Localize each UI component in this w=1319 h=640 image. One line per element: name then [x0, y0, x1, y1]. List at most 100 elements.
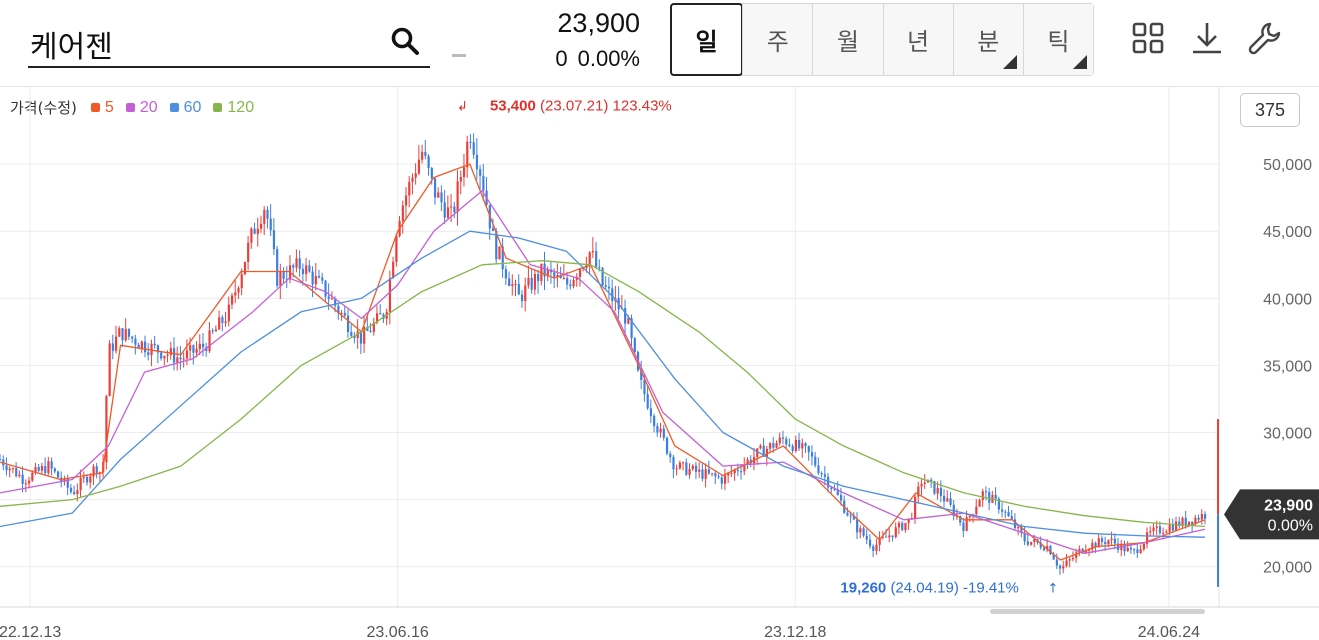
legend-item-ma60[interactable]: 60 [169, 99, 201, 117]
candle-body [1158, 526, 1162, 534]
search-field[interactable]: 케어젠 [28, 10, 430, 68]
candle-body [189, 345, 192, 351]
candle-body [817, 465, 820, 474]
candle-body [801, 443, 804, 449]
candle-body [682, 462, 685, 464]
candle-body [334, 298, 337, 306]
candle-body [1033, 539, 1036, 542]
candle-body [1142, 543, 1145, 550]
candle-body [595, 251, 598, 267]
candle-body [131, 336, 134, 339]
candle-body [1165, 531, 1168, 533]
x-tick-label: 22.12.13 [0, 624, 61, 640]
candle-body [50, 461, 53, 469]
candle-body [408, 181, 411, 196]
candle-body [791, 445, 794, 451]
candle-body [1168, 525, 1171, 532]
max-annotation: 53,400 (23.07.21) 123.43% [490, 97, 672, 114]
candle-body [859, 528, 862, 533]
candle-body [147, 352, 150, 356]
candle-body [1126, 547, 1129, 552]
candle-body [27, 480, 31, 484]
legend-item-ma5[interactable]: 5 [90, 99, 114, 117]
annotation-value: 53,400 [490, 97, 540, 114]
candle-body [450, 206, 453, 208]
candle-body [230, 295, 234, 305]
legend-item-ma120[interactable]: 120 [213, 99, 254, 117]
candle-body [785, 438, 788, 445]
y-tick-label: 35,000 [1263, 358, 1312, 375]
candle-body [134, 338, 137, 345]
candle-body [707, 469, 711, 474]
candle-body [649, 408, 653, 416]
candle-body [366, 327, 369, 331]
period-tab-1[interactable]: 주 [742, 4, 813, 75]
candle-body [214, 329, 218, 332]
wrench-icon[interactable] [1247, 20, 1283, 56]
candle-body [8, 468, 11, 471]
period-tab-0[interactable]: 일 [670, 3, 744, 76]
candle-body [343, 312, 346, 316]
candle-body [301, 268, 305, 275]
candle-body [211, 330, 214, 332]
search-input[interactable]: 케어젠 [30, 30, 113, 65]
candle-body [772, 443, 775, 448]
candle-body [1049, 546, 1052, 555]
candle-body [195, 348, 198, 353]
candle-body [63, 478, 66, 482]
candle-body [1107, 540, 1110, 545]
candle-body [353, 335, 356, 338]
period-tab-3[interactable]: 년 [882, 4, 953, 75]
candle-body [153, 343, 156, 346]
candle-body [530, 277, 533, 290]
candle-body [965, 517, 968, 531]
legend-item-ma20[interactable]: 20 [125, 99, 158, 117]
candle-body [359, 331, 363, 344]
candle-body [865, 535, 868, 540]
candle-body [1062, 565, 1065, 569]
candle-body [685, 462, 688, 475]
candle-body [363, 327, 366, 344]
candle-body [627, 318, 630, 324]
candle-body [543, 263, 546, 277]
period-tab-5[interactable]: 틱 [1022, 4, 1094, 75]
candle-body [659, 428, 662, 433]
candle-body [756, 448, 759, 457]
candle-body [37, 467, 40, 471]
download-icon[interactable] [1189, 20, 1225, 56]
min-annotation: 19,260 (24.04.19) -19.41% [840, 580, 1018, 597]
candle-body [988, 492, 991, 503]
candle-body [243, 261, 247, 275]
candle-body [1181, 517, 1184, 527]
candle-body [746, 459, 749, 465]
candle-count-button[interactable]: 375 [1240, 93, 1300, 127]
period-tab-2[interactable]: 월 [812, 4, 883, 75]
period-tab-4[interactable]: 분 [952, 4, 1023, 75]
candle-body [1175, 521, 1178, 531]
candle-body [40, 466, 44, 471]
candle-body [891, 535, 894, 538]
candle-body [1097, 538, 1100, 548]
candle-body [720, 477, 723, 484]
candle-body [440, 192, 443, 203]
candle-body [501, 246, 504, 270]
candle-body [553, 272, 556, 277]
candle-body [127, 328, 131, 337]
candle-body [769, 443, 772, 449]
candle-body [392, 261, 395, 278]
candle-body [1026, 541, 1029, 545]
candle-body [1162, 532, 1165, 534]
price-chart[interactable]: 20,000 30,000 35,000 40,000 45,000 50,000 22.1… [0, 87, 1319, 640]
grid-layout-icon[interactable] [1130, 20, 1166, 56]
candle-body [433, 178, 437, 198]
candle-body [723, 475, 727, 484]
candle-body [137, 344, 140, 349]
search-icon[interactable] [390, 26, 420, 56]
candle-body [179, 357, 182, 360]
candle-body [827, 476, 830, 488]
candle-body [1184, 517, 1187, 526]
candle-body [823, 474, 827, 477]
candle-body [856, 519, 859, 533]
candle-body [943, 495, 946, 502]
candle-body [311, 271, 314, 285]
